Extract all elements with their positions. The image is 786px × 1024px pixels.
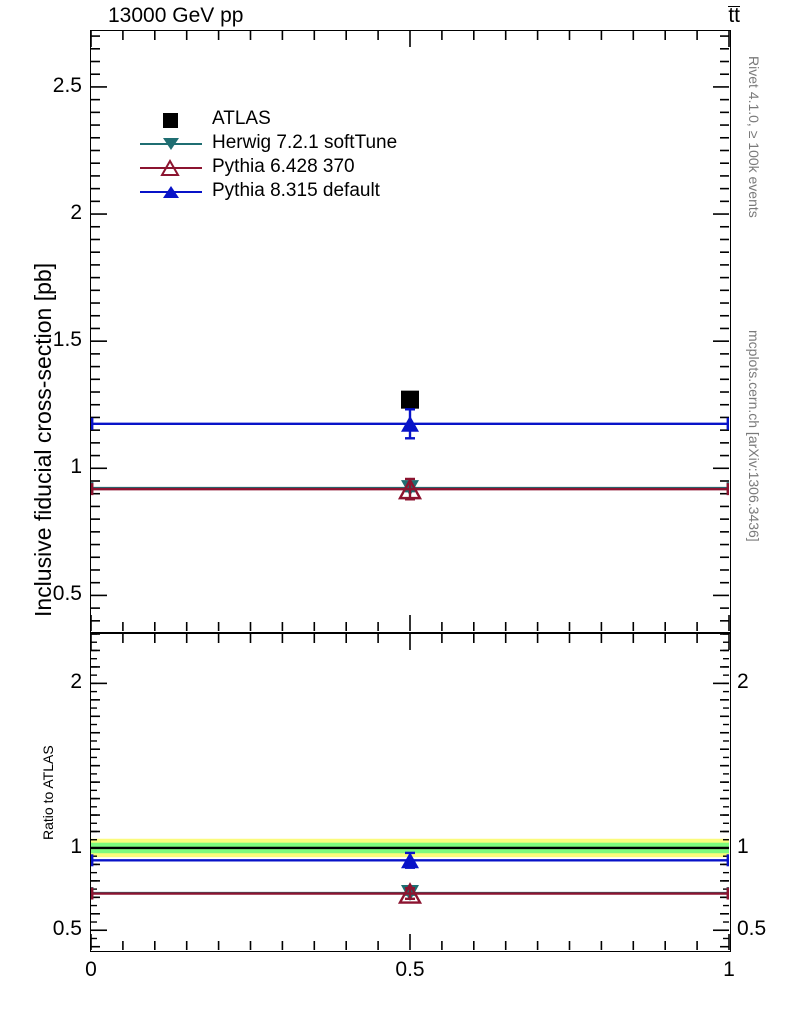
beam-energy-label: 13000 GeV pp bbox=[108, 4, 244, 27]
legend-entry[interactable]: ATLAS bbox=[140, 108, 440, 132]
legend-key-triangle-down-icon bbox=[140, 132, 202, 156]
legend-entry[interactable]: Herwig 7.2.1 softTune bbox=[140, 132, 440, 156]
main-y-tick-label: 1 bbox=[70, 455, 82, 479]
ratio-y-tick-label: 1 bbox=[70, 834, 82, 858]
x-tick-label: 0.5 bbox=[395, 958, 425, 981]
mcplots-credit: mcplots.cern.ch [arXiv:1306.3436] bbox=[746, 330, 762, 542]
x-tick-label: 0 bbox=[85, 958, 97, 981]
ratio-y-tick-label: 0.5 bbox=[52, 917, 82, 941]
legend-label: Pythia 6.428 370 bbox=[212, 156, 355, 177]
legend-label: Herwig 7.2.1 softTune bbox=[212, 132, 398, 153]
x-tick-label: 1 bbox=[723, 958, 735, 981]
legend-label: ATLAS bbox=[212, 108, 271, 129]
main-plot-panel bbox=[90, 30, 731, 633]
main-y-tick-label: 1.5 bbox=[52, 328, 82, 352]
main-plot-canvas bbox=[90, 31, 730, 631]
ratio-y-tick-label: 2 bbox=[70, 670, 82, 694]
legend-label: Pythia 8.315 default bbox=[212, 180, 380, 201]
ratio-y-tick-label-right: 0.5 bbox=[737, 917, 767, 941]
legend-key-triangle-up-open-icon bbox=[140, 156, 202, 180]
ratio-y-tick-labels: 0.5 1 2 bbox=[0, 633, 82, 949]
process-label: tt bbox=[728, 4, 740, 28]
main-y-tick-label: 2.5 bbox=[52, 73, 82, 97]
main-y-tick-label: 2 bbox=[70, 201, 82, 225]
ratio-y-tick-label-right: 2 bbox=[737, 670, 749, 694]
main-y-tick-label: 0.5 bbox=[52, 582, 82, 606]
ratio-y-tick-label-right: 1 bbox=[737, 834, 749, 858]
legend-entry[interactable]: Pythia 6.428 370 bbox=[140, 156, 440, 180]
process-label-text: tt bbox=[728, 4, 740, 27]
ratio-plot-panel bbox=[90, 633, 731, 952]
legend: ATLAS Herwig 7.2.1 softTune Pythia 6.428 3… bbox=[140, 108, 440, 204]
legend-entry[interactable]: Pythia 8.315 default bbox=[140, 180, 440, 204]
square-marker-icon bbox=[163, 113, 178, 128]
main-y-tick-labels: 0.5 1 1.5 2 2.5 bbox=[0, 30, 82, 630]
legend-key-triangle-up-icon bbox=[140, 180, 202, 204]
triangle-up-open-marker-icon bbox=[160, 158, 180, 176]
legend-key-square-icon bbox=[140, 108, 202, 132]
x-tick-labels: 0 0.5 1 bbox=[0, 958, 786, 988]
legend-line-swatch bbox=[140, 167, 202, 169]
ratio-y-tick-labels-right: 0.5 1 2 bbox=[737, 633, 786, 949]
ratio-plot-canvas bbox=[91, 634, 730, 950]
triangle-down-marker-icon bbox=[163, 138, 179, 150]
rivet-version-credit: Rivet 4.1.0, ≥ 100k events bbox=[746, 56, 762, 218]
triangle-up-marker-icon bbox=[163, 186, 179, 198]
